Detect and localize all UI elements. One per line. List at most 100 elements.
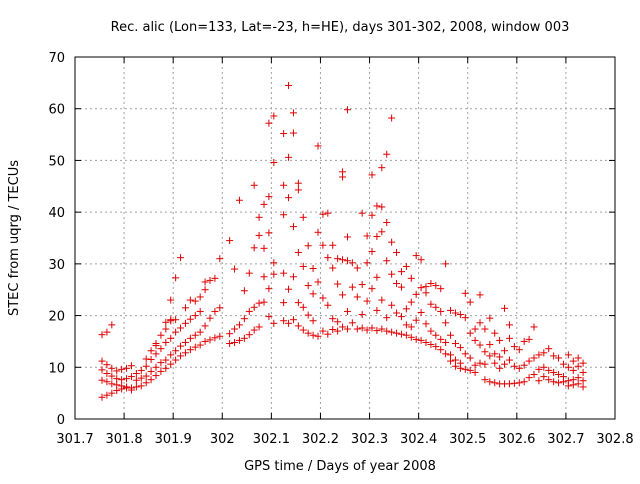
data-point <box>137 374 145 382</box>
data-point <box>324 301 332 309</box>
data-point <box>461 289 469 297</box>
data-point <box>324 209 332 217</box>
data-point <box>123 384 131 392</box>
data-point <box>240 287 248 295</box>
data-point <box>314 228 322 236</box>
data-point <box>191 312 199 320</box>
x-axis-label: GPS time / Days of year 2008 <box>244 459 436 474</box>
data-point <box>324 330 332 338</box>
x-tick-label: 302.6 <box>498 432 535 447</box>
data-point <box>132 369 140 377</box>
data-point <box>137 366 145 374</box>
data-point <box>412 252 420 260</box>
data-point <box>451 356 459 364</box>
data-point <box>525 357 533 365</box>
data-point <box>270 319 278 327</box>
data-point <box>255 323 263 331</box>
data-point <box>397 268 405 276</box>
data-point <box>339 173 347 181</box>
data-point <box>505 334 513 342</box>
data-point <box>491 359 499 367</box>
data-point <box>206 336 214 344</box>
data-point <box>471 336 479 344</box>
data-point <box>314 332 322 340</box>
data-point <box>397 283 405 291</box>
data-point <box>309 331 317 339</box>
data-point <box>461 314 469 322</box>
data-point <box>172 316 180 324</box>
data-point <box>177 254 185 262</box>
data-point <box>142 355 150 363</box>
y-axis-label: STEC from uqrg / TECUs <box>7 160 22 316</box>
data-point <box>471 368 479 376</box>
data-point <box>113 375 121 383</box>
data-point <box>108 321 116 329</box>
data-point <box>285 81 293 89</box>
data-point <box>481 360 489 368</box>
data-point <box>427 300 435 308</box>
x-tick-label: 302.2 <box>302 432 339 447</box>
data-point <box>530 323 538 331</box>
data-point <box>196 307 204 315</box>
data-point <box>329 315 337 323</box>
data-point <box>515 346 523 354</box>
data-point <box>255 231 263 239</box>
data-point <box>368 324 376 332</box>
data-point <box>108 389 116 397</box>
data-point <box>157 331 165 339</box>
data-point <box>108 364 116 372</box>
data-point <box>157 367 165 375</box>
y-tick-label: 40 <box>48 206 65 221</box>
data-point <box>98 393 106 401</box>
data-point <box>564 382 572 390</box>
data-point <box>353 264 361 272</box>
data-point <box>172 347 180 355</box>
data-point <box>432 282 440 290</box>
data-point <box>417 256 425 264</box>
data-point <box>137 382 145 390</box>
x-tick-labels: 301.7 301.8 301.9 302 302.1 302.2 302.3 302.4 30… <box>56 432 633 447</box>
data-point <box>496 336 504 344</box>
data-point <box>265 193 273 201</box>
data-point <box>397 313 405 321</box>
data-point <box>280 130 288 138</box>
data-point <box>348 259 356 267</box>
data-point <box>402 321 410 329</box>
data-point <box>103 378 111 386</box>
data-point <box>172 356 180 364</box>
data-point <box>520 361 528 369</box>
data-point <box>348 283 356 291</box>
data-point <box>466 354 474 362</box>
data-point <box>294 322 302 330</box>
data-point <box>162 356 170 364</box>
data-point <box>574 380 582 388</box>
data-point <box>402 331 410 339</box>
data-point <box>417 336 425 344</box>
data-point <box>132 376 140 384</box>
data-point <box>461 350 469 358</box>
data-point <box>564 351 572 359</box>
data-point <box>550 352 558 360</box>
data-point <box>510 379 518 387</box>
data-point <box>535 377 543 385</box>
data-point <box>422 283 430 291</box>
data-point <box>540 373 548 381</box>
data-point <box>167 351 175 359</box>
y-tick-label: 20 <box>48 310 65 325</box>
data-point <box>181 349 189 357</box>
data-point <box>540 363 548 371</box>
data-point <box>378 164 386 172</box>
data-point <box>407 298 415 306</box>
chart-title: Rec. alic (Lon=133, Lat=-23, h=HE), days… <box>111 20 570 35</box>
x-tick-label: 302.1 <box>253 432 290 447</box>
data-point <box>167 334 175 342</box>
data-point <box>412 290 420 298</box>
data-point <box>152 372 160 380</box>
data-point <box>447 357 455 365</box>
scatter-points <box>98 81 587 401</box>
data-point <box>186 346 194 354</box>
x-tick-label: 301.8 <box>105 432 142 447</box>
data-point <box>520 337 528 345</box>
data-point <box>98 357 106 365</box>
